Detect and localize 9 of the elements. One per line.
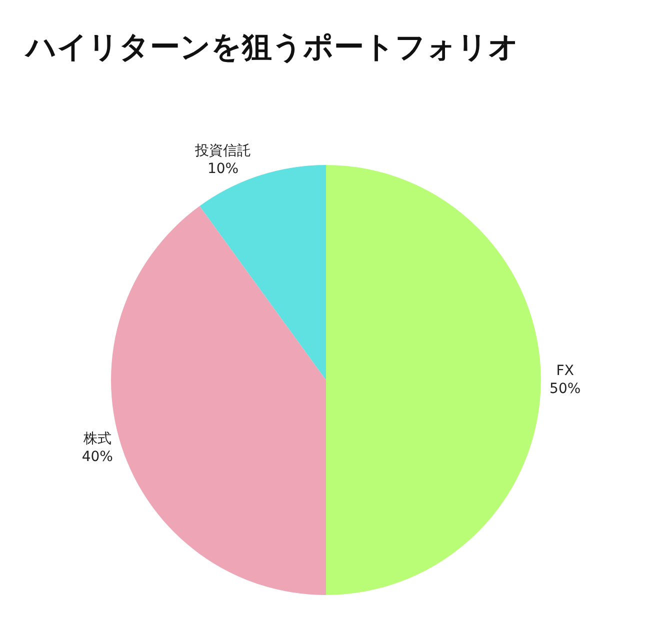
data-label: 50% xyxy=(550,381,581,398)
slice-label: 投資信託 xyxy=(194,142,252,159)
slice-label: FX xyxy=(556,362,574,379)
pie-slice xyxy=(326,165,541,595)
data-label: 10% xyxy=(207,161,239,178)
pie-slice xyxy=(111,206,326,595)
chart-title: ハイリターンを狙うポートフォリオ xyxy=(24,30,520,66)
slice-label: 株式 xyxy=(82,430,112,447)
data-label: 40% xyxy=(82,449,113,466)
